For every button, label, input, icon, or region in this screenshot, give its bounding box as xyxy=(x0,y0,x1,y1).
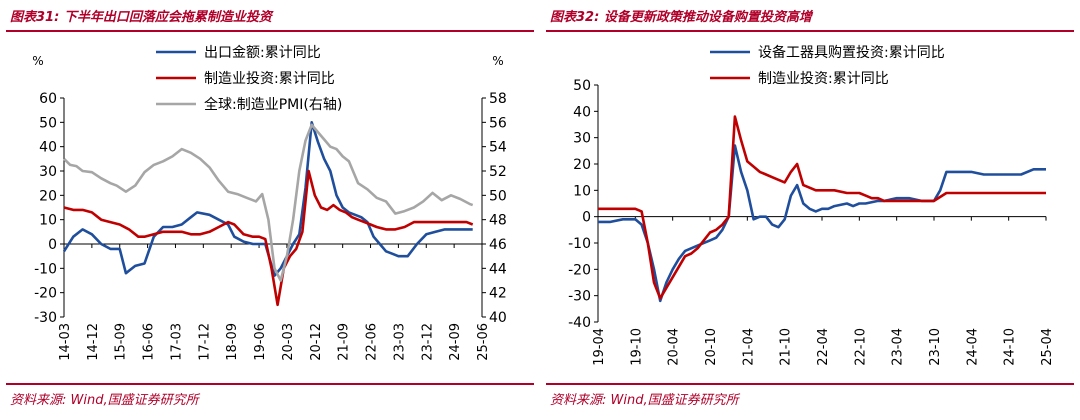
x-tick-label: 22-10 xyxy=(853,328,868,366)
x-tick-label: 19-06 xyxy=(253,323,268,361)
legend-label-1: 设备工器具购置投资:累计同比 xyxy=(758,44,945,61)
legend-label-1: 出口金额:累计同比 xyxy=(204,45,321,61)
y2-tick-label: 46 xyxy=(489,237,507,253)
y-tick-label: -10 xyxy=(34,261,57,277)
y-tick-label: 10 xyxy=(39,213,57,229)
x-tick-label: 20-10 xyxy=(704,328,719,366)
series-line-2 xyxy=(63,169,474,307)
y-tick-label: -30 xyxy=(568,289,591,305)
series-line-2 xyxy=(598,115,1046,300)
right-chart-svg: -40 -30 -20 -10 0 10 20 30 40 50 19-04 19-10 20-04 20… xyxy=(568,44,1055,366)
x-tick-label: 23-10 xyxy=(928,328,943,366)
x-tick-label: 25-04 xyxy=(1040,328,1055,366)
y2-tick-label: 54 xyxy=(489,140,507,156)
footer-divider xyxy=(6,383,534,385)
x-tick-label: 20-03 xyxy=(281,323,296,361)
y-tick-label: 20 xyxy=(573,157,591,173)
y-tick-label: 20 xyxy=(39,188,57,204)
chart-title: 图表31: 下半年出口回落应会拖累制造业投资 xyxy=(10,10,272,25)
y-tick-label: 60 xyxy=(39,91,57,107)
x-tick-label: 18-09 xyxy=(225,323,240,361)
x-tick-label: 24-10 xyxy=(1003,328,1018,366)
y-tick-label: -20 xyxy=(34,286,57,302)
chart-title: 图表32: 设备更新政策推动设备购置投资高增 xyxy=(550,10,812,25)
chart-header: 图表32: 设备更新政策推动设备购置投资高增 xyxy=(546,3,1074,27)
legend-label-3: 全球:制造业PMI(右轴) xyxy=(204,96,342,113)
y2-axis-unit: % xyxy=(492,54,503,68)
x-tick-label: 14-03 xyxy=(58,323,73,361)
x-tick-label: 24-09 xyxy=(448,323,463,361)
series-line-3 xyxy=(63,123,474,282)
y-tick-label: 50 xyxy=(573,78,591,94)
x-tick-label: 14-12 xyxy=(86,323,101,361)
x-tick-label: 20-04 xyxy=(667,328,682,366)
y-tick-label: 30 xyxy=(39,164,57,180)
y-tick-label: -40 xyxy=(568,315,591,331)
y2-tick-label: 52 xyxy=(489,164,507,180)
y-tick-label: 10 xyxy=(573,183,591,199)
y-tick-label: -30 xyxy=(34,310,57,326)
y-tick-label: 40 xyxy=(39,140,57,156)
header-divider xyxy=(546,30,1074,32)
left-chart-panel: 图表31: 下半年出口回落应会拖累制造业投资 -30 -20 -10 0 10 20 30 4… xyxy=(6,0,534,420)
x-tick-label: 23-03 xyxy=(392,323,407,361)
x-tick-label: 23-04 xyxy=(891,328,906,366)
series-line-1 xyxy=(598,144,1046,303)
y-tick-label: 50 xyxy=(39,115,57,131)
source-note: 资料来源: Wind,国盛证券研究所 xyxy=(10,393,199,408)
x-tick-label: 17-03 xyxy=(169,323,184,361)
x-tick-label: 15-09 xyxy=(114,323,129,361)
y2-tick-label: 44 xyxy=(489,261,507,277)
y-tick-label: 30 xyxy=(573,131,591,147)
x-tick-label: 19-04 xyxy=(592,328,607,366)
y-tick-label: 0 xyxy=(582,210,591,226)
y-axis-unit: % xyxy=(32,54,43,68)
source-note: 资料来源: Wind,国盛证券研究所 xyxy=(550,393,739,408)
x-tick-label: 23-12 xyxy=(420,323,435,361)
x-tick-label: 21-04 xyxy=(741,328,756,366)
x-tick-label: 22-06 xyxy=(365,323,380,361)
y2-tick-label: 56 xyxy=(489,115,507,131)
y2-tick-label: 50 xyxy=(489,188,507,204)
y-tick-label: -20 xyxy=(568,262,591,278)
y-tick-label: 40 xyxy=(573,104,591,120)
legend-label-2: 制造业投资:累计同比 xyxy=(758,71,889,87)
y2-tick-label: 42 xyxy=(489,286,507,302)
left-chart-svg: -30 -20 -10 0 10 20 30 40 50 60% 40 42 44 46 48 50 52 54 5… xyxy=(32,45,507,361)
legend-label-2: 制造业投资:累计同比 xyxy=(204,71,335,87)
right-chart-panel: 图表32: 设备更新政策推动设备购置投资高增 -40 -30 -20 -10 0 10 20… xyxy=(546,0,1074,420)
header-divider xyxy=(6,30,534,32)
x-tick-label: 19-10 xyxy=(629,328,644,366)
y2-tick-label: 48 xyxy=(489,213,507,229)
x-tick-label: 20-12 xyxy=(309,323,324,361)
x-tick-label: 21-09 xyxy=(337,323,352,361)
x-tick-label: 24-04 xyxy=(965,328,980,366)
y2-tick-label: 58 xyxy=(489,91,507,107)
x-tick-label: 21-10 xyxy=(779,328,794,366)
y2-tick-label: 40 xyxy=(489,310,507,326)
y-tick-label: 0 xyxy=(48,237,57,253)
x-tick-label: 16-06 xyxy=(142,323,157,361)
x-tick-label: 25-06 xyxy=(476,323,491,361)
y-tick-label: -10 xyxy=(568,236,591,252)
x-tick-label: 17-12 xyxy=(197,323,212,361)
footer-divider xyxy=(546,383,1074,385)
chart-header: 图表31: 下半年出口回落应会拖累制造业投资 xyxy=(6,3,534,27)
x-tick-label: 22-04 xyxy=(816,328,831,366)
